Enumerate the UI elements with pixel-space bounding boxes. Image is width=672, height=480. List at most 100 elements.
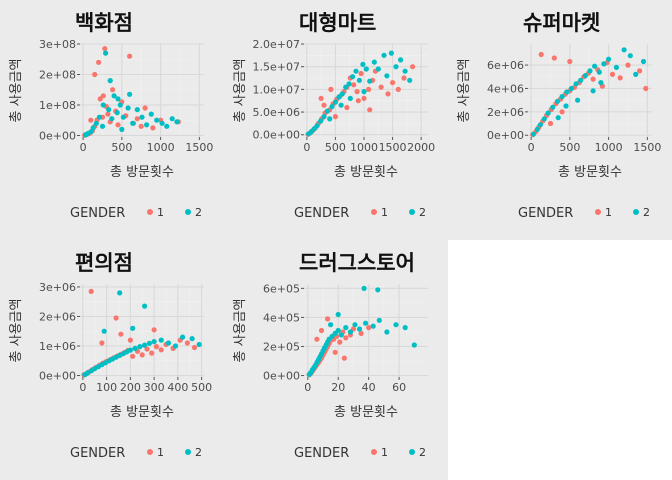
data-point-gender-2 (142, 303, 148, 309)
data-point-gender-1 (127, 337, 133, 343)
data-point-gender-1 (110, 87, 116, 93)
data-point-gender-1 (127, 53, 133, 59)
data-point-gender-2 (335, 311, 341, 318)
data-point-gender-1 (337, 339, 343, 345)
data-point-gender-1 (332, 349, 338, 355)
data-point-gender-1 (139, 352, 145, 358)
x-tick-label: 100 (96, 381, 117, 394)
y-tick-label: 3e+08 (39, 38, 76, 51)
y-tick-label: 1.5e+07 (253, 61, 300, 74)
data-point-gender-2 (343, 325, 349, 331)
data-point-gender-2 (321, 114, 327, 120)
data-point-gender-2 (367, 78, 373, 84)
data-point-gender-2 (339, 91, 345, 97)
data-point-gender-2 (363, 66, 369, 72)
y-tick-label: 6e+06 (487, 59, 524, 72)
legend-title: GENDER (518, 206, 573, 221)
data-point-gender-1 (92, 71, 98, 78)
x-tick-label: 200 (120, 381, 141, 394)
data-point-gender-2 (88, 129, 94, 135)
data-point-gender-2 (117, 102, 123, 108)
data-point-gender-2 (174, 119, 180, 125)
x-tick-label: 0 (79, 381, 86, 394)
y-tick-label: 6e+05 (263, 282, 300, 295)
data-point-gender-1 (343, 335, 349, 341)
data-point-gender-2 (640, 58, 647, 65)
chart-title: 드러그스토어 (299, 251, 415, 275)
data-point-gender-2 (371, 59, 377, 65)
y-tick-label: 1e+08 (39, 99, 76, 112)
legend-key-2 (409, 209, 415, 215)
data-point-gender-1 (341, 355, 347, 361)
chart-panel-supermarket: 0e+00 2e+06 4e+06 6e+06 0 500 1000 1500 슈퍼마켓 총 방문… (448, 0, 672, 240)
data-point-gender-2 (335, 327, 341, 334)
data-point-gender-1 (113, 315, 119, 321)
data-point-gender-2 (598, 80, 604, 86)
data-point-gender-1 (617, 75, 623, 81)
data-point-gender-2 (346, 81, 352, 87)
data-point-gender-1 (637, 68, 643, 74)
legend-label-2: 2 (643, 206, 650, 219)
data-point-gender-2 (115, 96, 121, 102)
data-point-gender-2 (111, 93, 117, 99)
data-point-gender-2 (120, 114, 126, 120)
data-point-gender-2 (361, 89, 367, 95)
data-point-gender-2 (142, 342, 148, 348)
legend-label-2: 2 (195, 206, 202, 219)
data-point-gender-2 (575, 97, 581, 103)
data-point-gender-2 (582, 73, 588, 79)
data-point-gender-2 (402, 325, 408, 331)
data-point-gender-1 (150, 125, 156, 131)
data-point-gender-2 (375, 287, 381, 293)
data-point-gender-2 (596, 69, 602, 75)
data-point-gender-2 (146, 340, 152, 346)
legend-key-1 (147, 209, 153, 215)
data-point-gender-2 (318, 118, 324, 124)
data-point-gender-2 (327, 116, 333, 122)
data-point-gender-1 (351, 82, 357, 88)
data-point-gender-2 (106, 107, 112, 113)
x-tick-label: 1500 (185, 141, 213, 154)
y-axis-title: 총 사용금액 (233, 59, 248, 123)
data-point-gender-1 (88, 117, 94, 123)
data-point-gender-2 (151, 339, 157, 345)
data-point-gender-2 (180, 334, 186, 340)
y-tick-label: 2e+08 (39, 68, 76, 81)
data-point-gender-2 (402, 68, 408, 74)
data-point-gender-2 (534, 126, 540, 132)
y-tick-label: 0e+00 (263, 370, 300, 383)
legend-label-2: 2 (195, 446, 202, 459)
data-point-gender-2 (158, 337, 164, 343)
data-point-gender-1 (191, 344, 198, 351)
data-point-gender-2 (119, 126, 125, 132)
data-point-gender-2 (627, 53, 633, 59)
data-point-gender-2 (398, 57, 404, 63)
x-tick-label: 500 (191, 381, 212, 394)
x-tick-label: 1000 (350, 141, 378, 154)
data-point-gender-2 (350, 74, 356, 80)
data-point-gender-2 (388, 50, 394, 56)
data-point-gender-2 (573, 81, 579, 87)
chart-title: 대형마트 (299, 11, 376, 35)
data-point-gender-1 (385, 91, 391, 97)
legend-label-1: 1 (381, 446, 388, 459)
data-point-gender-2 (568, 85, 574, 92)
x-tick-label: 60 (392, 381, 406, 394)
data-point-gender-1 (625, 62, 631, 68)
data-point-gender-2 (137, 344, 143, 350)
data-point-gender-2 (545, 110, 551, 116)
chart-panel-hypermarket: 0.0e+00 5.0e+06 1.0e+07 1.5e+07 2.0e+07 0 500 1… (224, 0, 448, 240)
y-tick-label: 0e+00 (487, 129, 524, 142)
data-point-gender-1 (158, 347, 164, 353)
chart-title: 슈퍼마켓 (523, 11, 600, 35)
legend-key-1 (147, 449, 153, 455)
scatter-chart-convenience-store: 0e+00 1e+06 2e+06 3e+06 0 100 200 300 400 500 편의점총… (9, 251, 212, 461)
data-point-gender-2 (101, 328, 107, 334)
data-point-gender-1 (130, 353, 136, 359)
legend-label-1: 1 (157, 446, 164, 459)
data-point-gender-1 (149, 350, 155, 356)
x-axis-title: 총 방문횟수 (558, 165, 622, 180)
legend-key-2 (633, 209, 639, 215)
data-point-gender-2 (114, 110, 120, 116)
data-point-gender-1 (115, 122, 121, 128)
